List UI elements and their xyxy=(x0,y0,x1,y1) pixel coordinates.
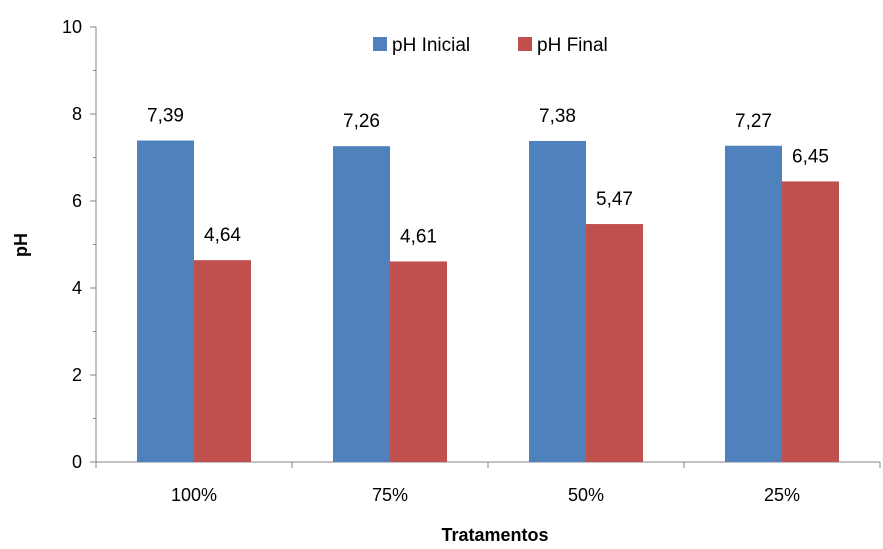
bar-ph-final xyxy=(194,260,251,462)
y-axis: 0 2 4 6 8 10 xyxy=(62,17,97,472)
data-label: 5,47 xyxy=(596,189,633,210)
data-labels: 7,39 4,64 7,26 4,61 7,38 5,47 7,27 6,45 xyxy=(147,106,829,248)
data-label: 4,64 xyxy=(204,225,241,246)
x-tick-label: 100% xyxy=(171,485,217,505)
data-label: 7,38 xyxy=(539,106,576,127)
data-label: 6,45 xyxy=(792,146,829,167)
legend: pH Inicial pH Final xyxy=(373,35,608,56)
data-label: 7,26 xyxy=(343,111,380,132)
bar-ph-inicial xyxy=(725,145,782,462)
bar-ph-inicial xyxy=(137,140,194,462)
x-axis: 100% 75% 50% 25% xyxy=(95,461,881,505)
data-label: 4,61 xyxy=(400,226,437,247)
x-tick-label: 25% xyxy=(764,485,800,505)
y-tick-label: 0 xyxy=(72,452,82,472)
y-axis-title: pH xyxy=(11,233,31,257)
y-tick-label: 8 xyxy=(72,104,82,124)
bars xyxy=(137,140,839,463)
legend-label: pH Inicial xyxy=(392,35,470,56)
legend-label: pH Final xyxy=(537,35,608,56)
x-tick-label: 50% xyxy=(568,485,604,505)
x-axis-title: Tratamentos xyxy=(441,525,548,545)
y-tick-label: 6 xyxy=(72,191,82,211)
legend-swatch xyxy=(373,37,387,51)
y-tick-label: 10 xyxy=(62,17,82,37)
data-label: 7,27 xyxy=(735,111,772,132)
bar-ph-inicial xyxy=(529,140,586,462)
bar-ph-final xyxy=(390,261,447,462)
x-tick-label: 75% xyxy=(372,485,408,505)
legend-swatch xyxy=(518,37,532,51)
bar-ph-final xyxy=(586,224,643,462)
data-label: 7,39 xyxy=(147,106,184,127)
bar-ph-final xyxy=(782,181,839,463)
bar-ph-inicial xyxy=(333,146,390,462)
y-tick-label: 4 xyxy=(72,278,82,298)
y-tick-label: 2 xyxy=(72,365,82,385)
